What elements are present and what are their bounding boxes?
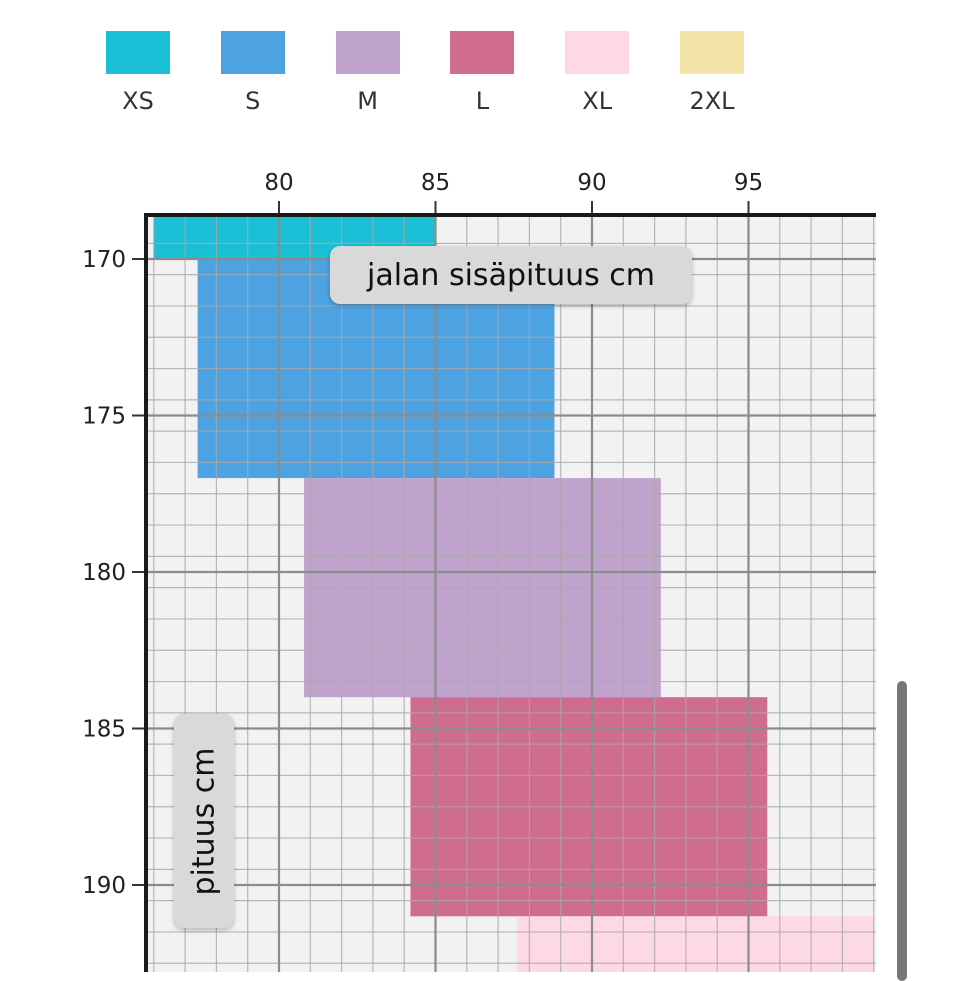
x-axis-title: jalan sisäpituus cm	[330, 246, 692, 304]
legend-item-l: L	[450, 31, 515, 115]
legend-item-xs: XS	[106, 31, 170, 115]
legend-label: 2XL	[689, 87, 735, 115]
y-axis-title-text: pituus cm	[186, 746, 222, 896]
legend-swatch	[680, 31, 744, 74]
legend: XS S M L XL 2XL	[0, 0, 960, 130]
x-axis-title-text: jalan sisäpituus cm	[366, 257, 656, 293]
legend-label: M	[357, 87, 378, 115]
y-tick-label: 180	[82, 560, 126, 586]
legend-swatch	[565, 31, 630, 74]
y-tick-label: 190	[82, 873, 126, 899]
x-tick-label: 90	[577, 170, 606, 196]
legend-swatch	[450, 31, 515, 74]
y-tick-label: 175	[82, 404, 126, 430]
y-tick-label: 170	[82, 247, 126, 273]
x-tick-label: 85	[421, 170, 450, 196]
legend-swatch	[220, 31, 285, 74]
legend-label: L	[475, 87, 490, 115]
vertical-scrollbar[interactable]	[897, 681, 907, 981]
legend-item-2xl: 2XL	[680, 31, 744, 115]
legend-item-s: S	[220, 31, 285, 115]
y-tick-label: 185	[82, 717, 126, 743]
legend-item-m: M	[335, 31, 400, 115]
x-tick-label: 80	[264, 170, 293, 196]
legend-label: XS	[122, 87, 154, 115]
y-axis-title: pituus cm	[174, 714, 234, 928]
legend-label: XL	[582, 87, 613, 115]
x-tick-label: 95	[734, 170, 763, 196]
legend-swatch	[106, 31, 170, 74]
legend-label: S	[245, 87, 261, 115]
legend-swatch	[335, 31, 400, 74]
legend-item-xl: XL	[565, 31, 630, 115]
